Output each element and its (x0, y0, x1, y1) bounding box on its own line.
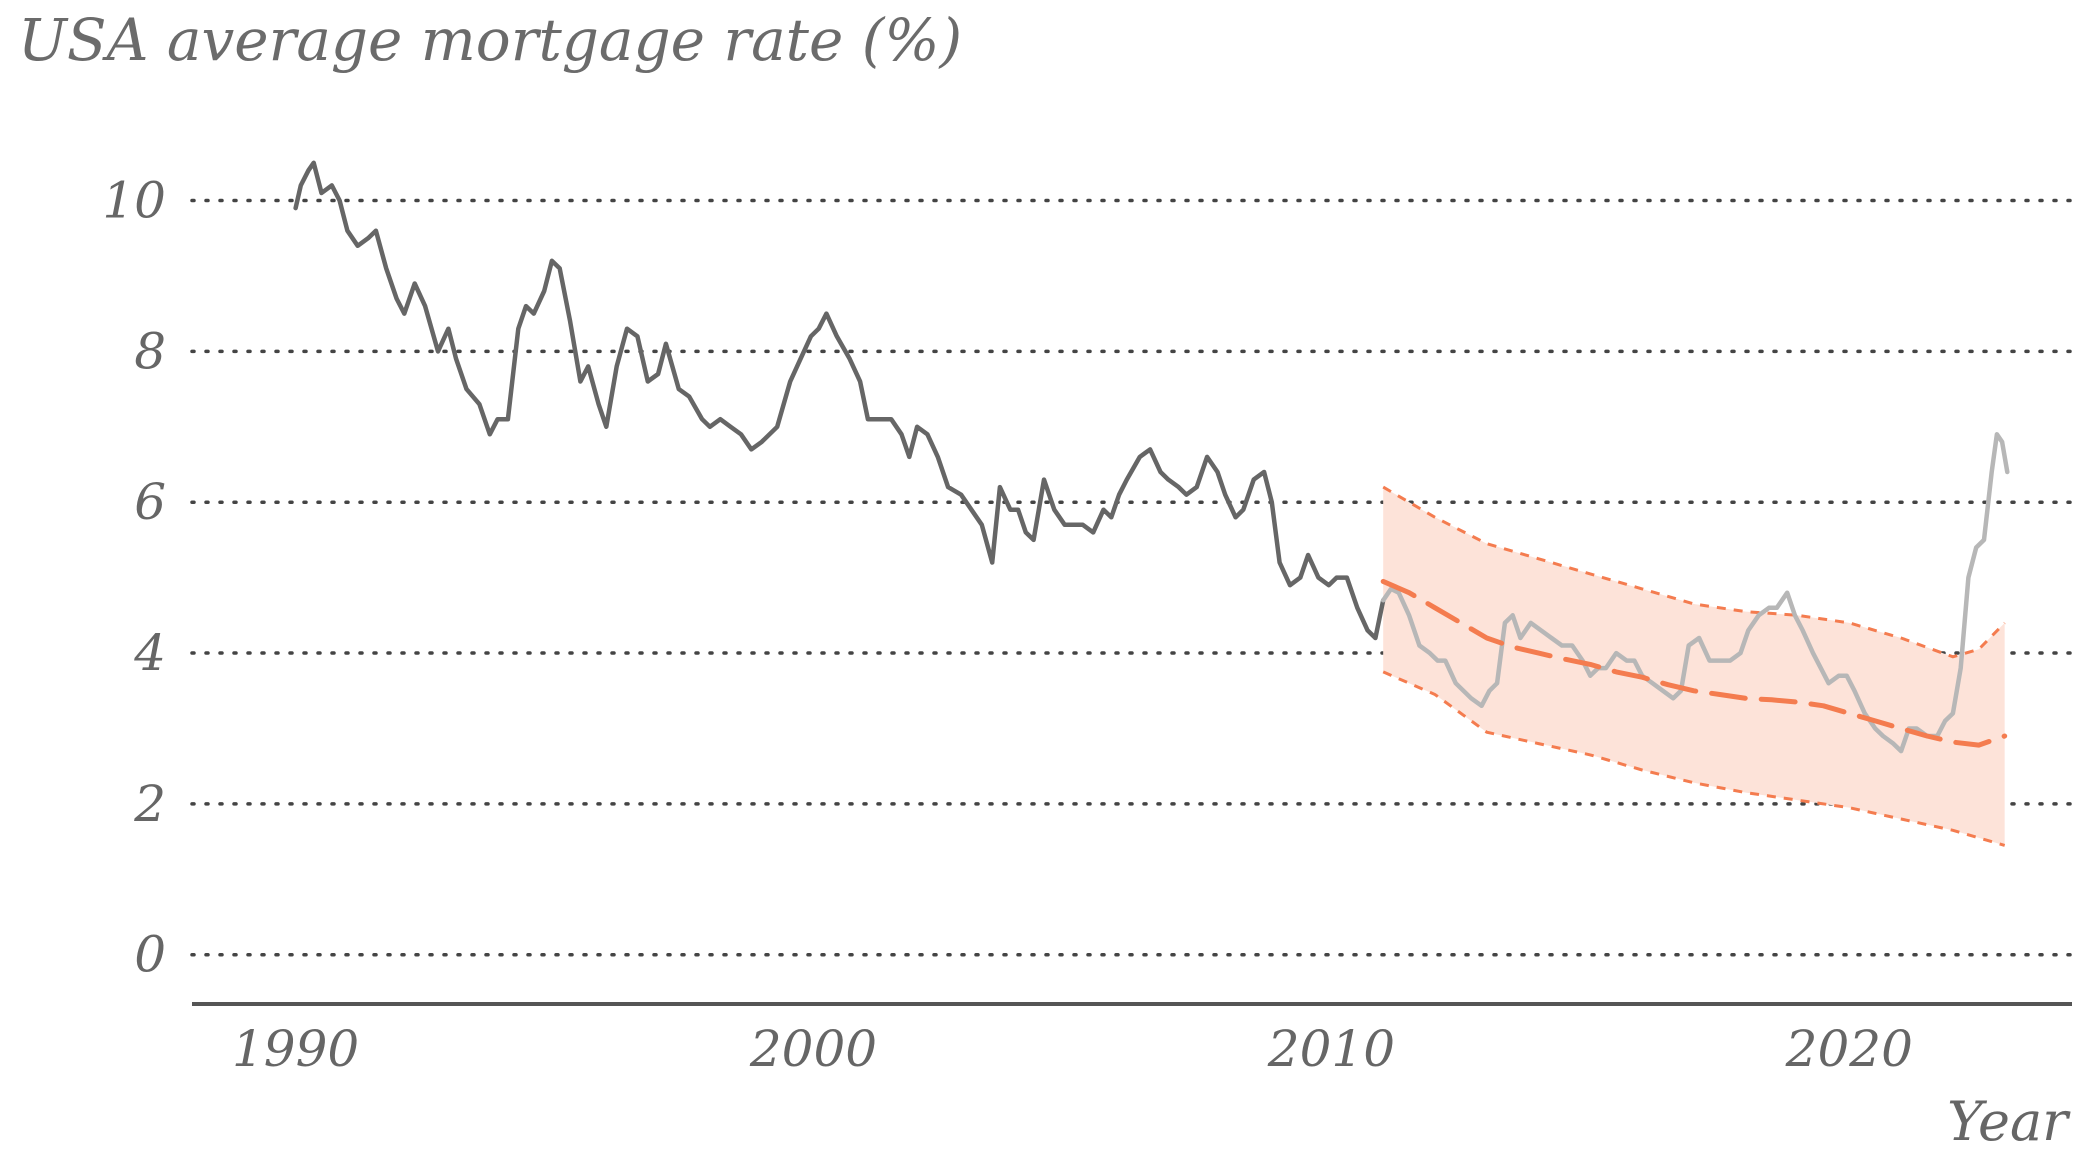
line-forecast (1380, 578, 2008, 748)
y-tick-8: 8 (134, 322, 166, 380)
y-tick-4: 4 (133, 624, 166, 682)
x-tick-2010: 2010 (1267, 1020, 1395, 1078)
y-tick-labels: 0 2 4 6 8 10 (102, 172, 166, 984)
x-tick-2020: 2020 (1785, 1020, 1913, 1078)
x-axis-label: Year (1947, 1090, 2071, 1153)
x-tick-2000: 2000 (749, 1020, 877, 1078)
y-tick-6: 6 (134, 473, 166, 531)
line-historical (293, 160, 1386, 641)
confidence-band-area (1383, 487, 2005, 846)
y-tick-0: 0 (134, 926, 166, 984)
series-lines (293, 160, 2010, 754)
line-observed_after_fit (1380, 432, 2010, 754)
y-gridlines (190, 198, 2074, 957)
y-tick-10: 10 (102, 172, 166, 230)
band-upper-edge (1382, 485, 2006, 659)
confidence-band (1382, 485, 2006, 847)
chart-title: USA average mortgage rate (%) (18, 6, 962, 74)
x-tick-labels: 1990 2000 2010 2020 (232, 1020, 1913, 1078)
x-tick-1990: 1990 (232, 1020, 359, 1078)
band-lower-edge (1382, 670, 2006, 847)
y-tick-2: 2 (133, 775, 166, 833)
